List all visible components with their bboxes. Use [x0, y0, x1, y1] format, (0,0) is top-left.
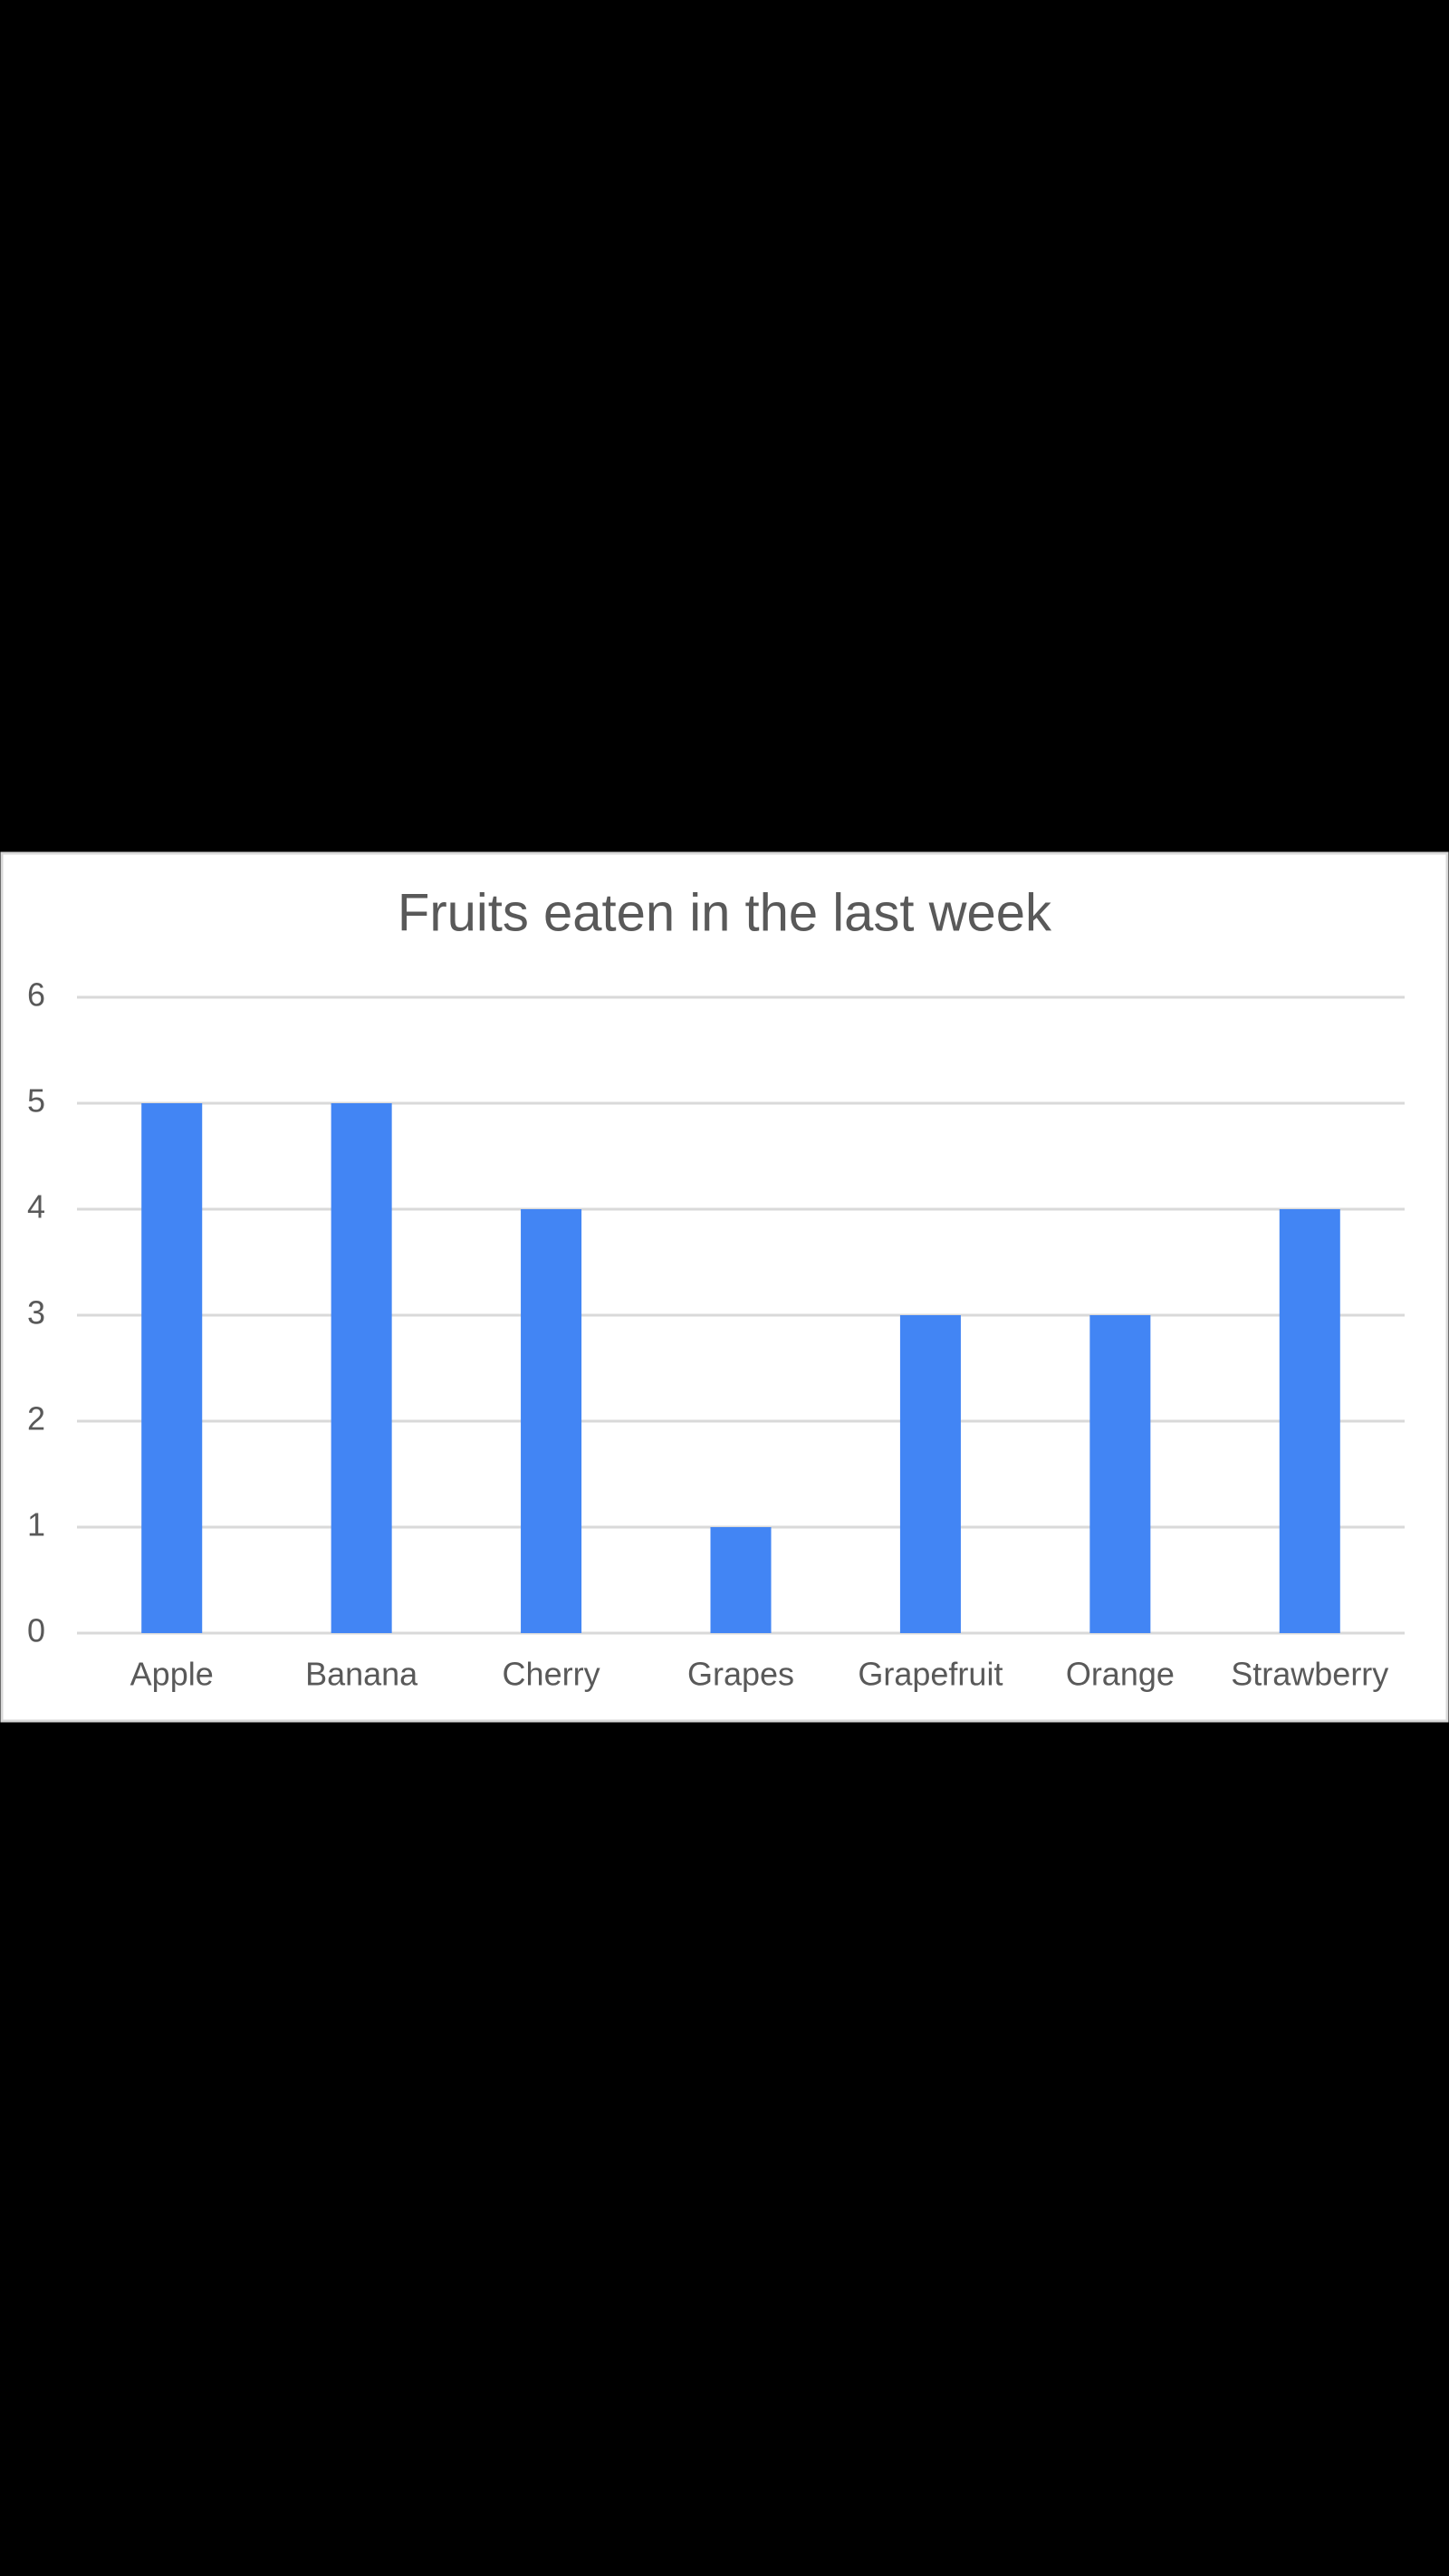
bar [899, 1315, 961, 1633]
bar [521, 1209, 582, 1633]
y-tick-label: 4 [27, 1188, 45, 1226]
bar [1279, 1209, 1340, 1633]
bar [1089, 1315, 1151, 1633]
y-tick-label: 2 [27, 1400, 45, 1437]
y-tick-label: 6 [27, 976, 45, 1014]
x-tick-label: Banana [305, 1656, 418, 1693]
y-tick-label: 5 [27, 1082, 45, 1120]
chart-title: Fruits eaten in the last week [398, 883, 1052, 942]
x-tick-label: Strawberry [1231, 1656, 1388, 1693]
x-tick-label: Orange [1066, 1656, 1175, 1693]
y-tick-label: 1 [27, 1506, 45, 1543]
x-tick-label: Grapefruit [858, 1656, 1003, 1693]
bar [141, 1103, 203, 1633]
bar [710, 1527, 772, 1633]
x-tick-label: Cherry [503, 1656, 600, 1693]
x-tick-label: Apple [130, 1656, 214, 1693]
bar [331, 1103, 392, 1633]
y-tick-label: 3 [27, 1294, 45, 1331]
y-tick-label: 0 [27, 1612, 45, 1649]
x-tick-label: Grapes [687, 1656, 794, 1693]
